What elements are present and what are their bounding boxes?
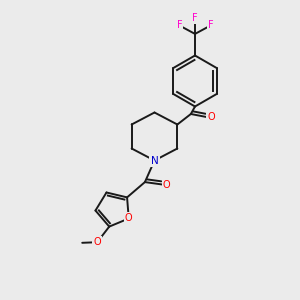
Text: O: O bbox=[207, 112, 215, 122]
Text: O: O bbox=[163, 179, 170, 190]
Text: O: O bbox=[93, 237, 101, 247]
Text: N: N bbox=[151, 155, 158, 166]
Text: F: F bbox=[208, 20, 213, 31]
Text: F: F bbox=[177, 20, 182, 31]
Text: F: F bbox=[192, 13, 198, 23]
Text: O: O bbox=[125, 214, 133, 224]
